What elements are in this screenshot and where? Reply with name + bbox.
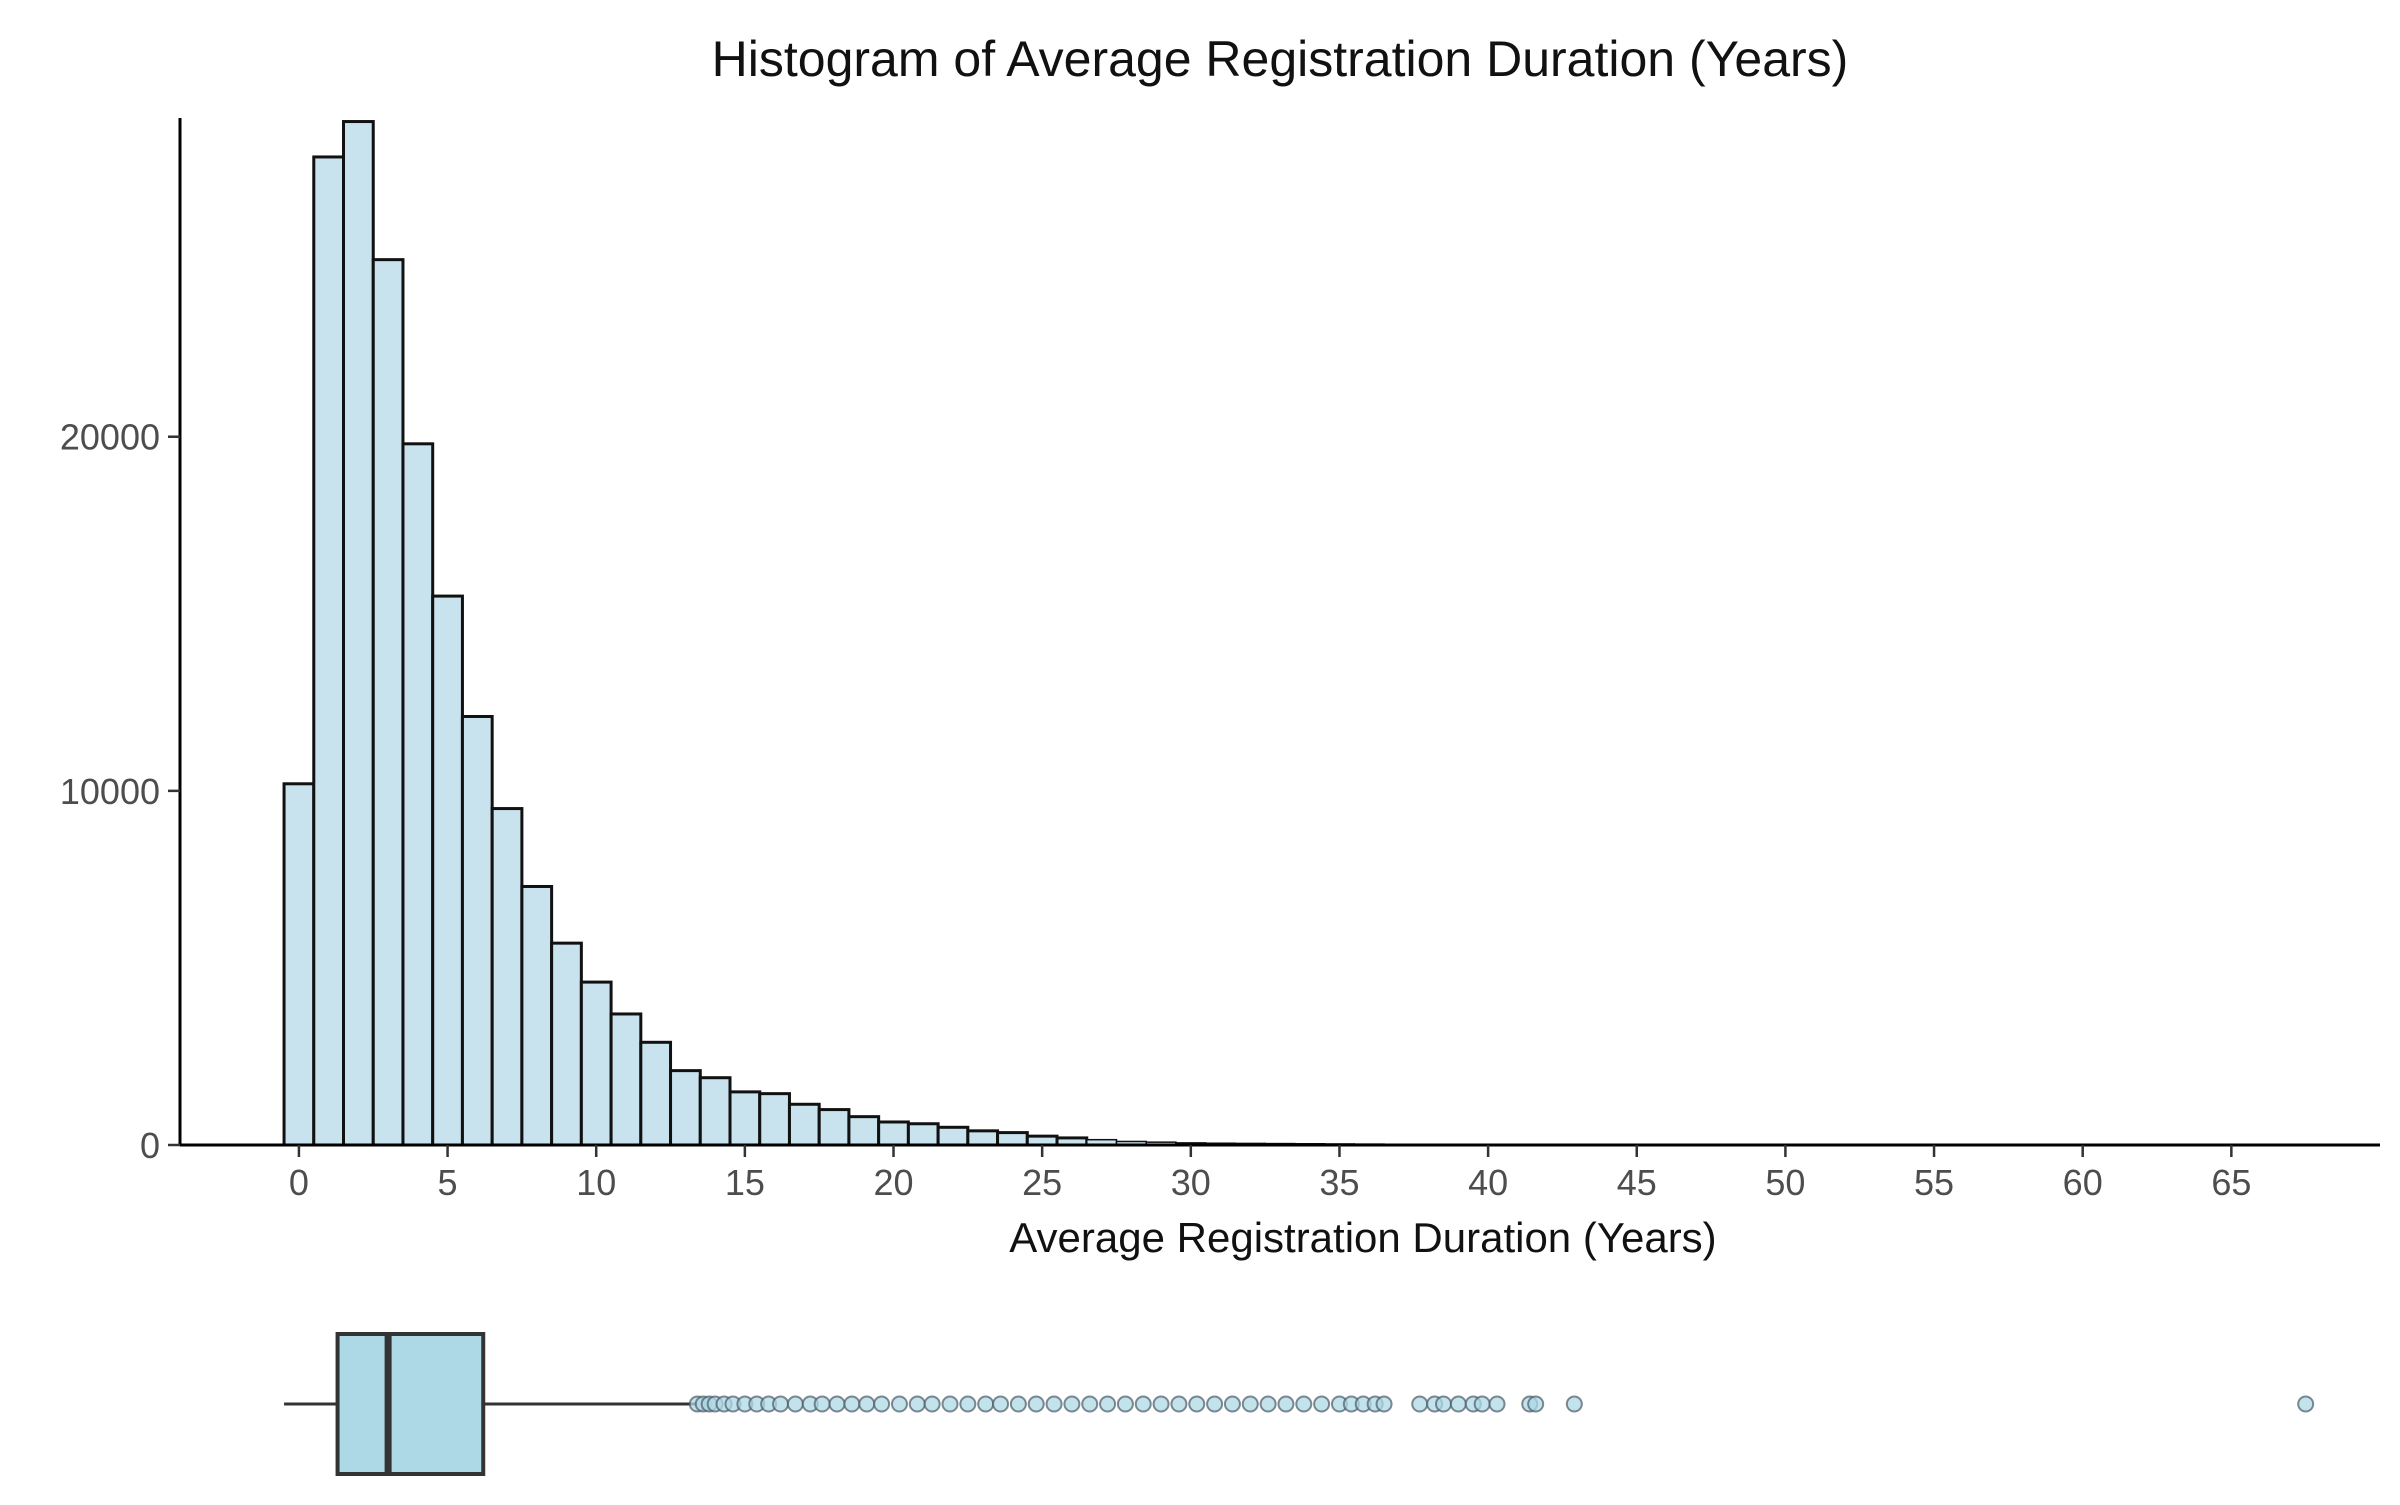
box-outlier-point	[1411, 1395, 1429, 1413]
histogram-bar	[906, 1122, 940, 1147]
box-outlier-point	[813, 1395, 831, 1413]
histogram-bar	[371, 258, 405, 1147]
y-tick-label: 20000	[60, 417, 160, 458]
histogram-bar	[490, 807, 524, 1147]
box-outlier-point	[1045, 1395, 1063, 1413]
box-outlier-point	[908, 1395, 926, 1413]
histogram-bar	[579, 980, 613, 1147]
box-outlier-point	[858, 1395, 876, 1413]
x-tick-label: 15	[725, 1162, 765, 1203]
histogram-bar	[460, 714, 494, 1147]
histogram-bar	[401, 442, 435, 1147]
x-tick-label: 25	[1022, 1162, 1062, 1203]
box-outlier-point	[1099, 1395, 1117, 1413]
histogram-bar	[312, 155, 346, 1147]
box-outlier-point	[1473, 1395, 1491, 1413]
box-outlier-point	[977, 1395, 995, 1413]
box-outlier-point	[828, 1395, 846, 1413]
box-outlier-point	[1259, 1395, 1277, 1413]
chart-title: Histogram of Average Registration Durati…	[711, 31, 1849, 87]
box-outlier-point	[1027, 1395, 1045, 1413]
histogram-bar	[936, 1125, 970, 1147]
histogram-bar	[728, 1090, 762, 1147]
histogram-bar	[996, 1131, 1029, 1147]
x-tick-label: 5	[438, 1162, 458, 1203]
x-tick-label: 45	[1617, 1162, 1657, 1203]
x-tick-label: 50	[1765, 1162, 1805, 1203]
x-tick-label: 0	[289, 1162, 309, 1203]
x-tick-label: 65	[2211, 1162, 2251, 1203]
box-outlier-point	[923, 1395, 941, 1413]
box-outlier-point	[843, 1395, 861, 1413]
box-outlier-point	[873, 1395, 891, 1413]
box-outlier-point	[1241, 1395, 1259, 1413]
box-iqr	[335, 1332, 486, 1476]
box-outlier-point	[1565, 1395, 1583, 1413]
x-tick-label: 20	[873, 1162, 913, 1203]
boxplot-layer	[284, 1332, 2315, 1476]
axis-layer: 0 5 10 15 20 25 30 35 40 45 50 55 60 65 0 10000 20000 Ave…	[60, 118, 2380, 1261]
box-outlier-point	[1206, 1395, 1224, 1413]
x-tick-label: 40	[1468, 1162, 1508, 1203]
histogram-bar	[609, 1012, 643, 1147]
box-outlier-point	[1081, 1395, 1099, 1413]
histogram-bar	[698, 1076, 732, 1147]
box-outlier-point	[890, 1395, 908, 1413]
x-axis-label: Average Registration Duration (Years)	[1009, 1214, 1716, 1261]
box-outlier-point	[786, 1395, 804, 1413]
histogram-bar	[847, 1115, 881, 1147]
box-outlier-point	[1116, 1395, 1134, 1413]
box-outlier-point	[1170, 1395, 1188, 1413]
x-tick-label: 30	[1171, 1162, 1211, 1203]
histogram-bar	[787, 1102, 821, 1147]
box-outlier-point	[772, 1395, 790, 1413]
box-outlier-point	[1277, 1395, 1295, 1413]
x-tick-label: 60	[2063, 1162, 2103, 1203]
box-outlier-point	[1527, 1395, 1545, 1413]
box-outlier-point	[1063, 1395, 1081, 1413]
box-outlier-point	[1375, 1395, 1393, 1413]
box-outlier-point	[1488, 1395, 1506, 1413]
box-outlier-point	[1188, 1395, 1206, 1413]
histogram-bar	[669, 1069, 702, 1147]
y-tick-label: 0	[140, 1125, 160, 1166]
histogram-bar	[966, 1129, 1000, 1147]
box-outlier-point	[992, 1395, 1010, 1413]
histogram-bar	[520, 884, 554, 1147]
y-tick-label: 10000	[60, 771, 160, 812]
box-outlier-point	[1313, 1395, 1331, 1413]
box-outlier-point	[1009, 1395, 1027, 1413]
histogram-bar	[550, 941, 583, 1147]
histogram-bar	[877, 1120, 910, 1147]
box-outlier-point	[1449, 1395, 1467, 1413]
box-outlier-point	[959, 1395, 977, 1413]
x-tick-label: 35	[1319, 1162, 1359, 1203]
box-outlier-point	[2297, 1395, 2315, 1413]
box-outlier-point	[1223, 1395, 1241, 1413]
histogram-bar	[431, 594, 464, 1147]
box-outlier-point	[1295, 1395, 1313, 1413]
box-outlier-point	[1134, 1395, 1152, 1413]
histogram-bar	[817, 1108, 851, 1147]
histogram-layer	[282, 120, 2307, 1147]
histogram-bar	[639, 1040, 673, 1147]
box-outlier-point	[1435, 1395, 1453, 1413]
x-tick-label: 55	[1914, 1162, 1954, 1203]
box-outlier-point	[1152, 1395, 1170, 1413]
histogram-bar	[758, 1092, 791, 1147]
histogram-bar	[282, 782, 316, 1147]
histogram-bar	[342, 120, 375, 1147]
x-tick-label: 10	[576, 1162, 616, 1203]
box-outlier-point	[941, 1395, 959, 1413]
